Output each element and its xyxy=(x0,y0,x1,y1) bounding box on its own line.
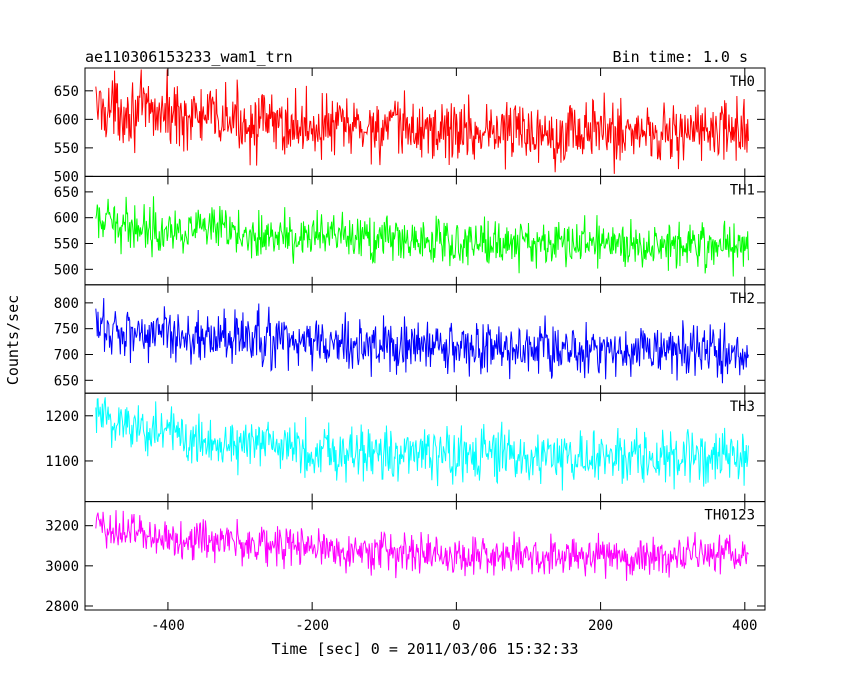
y-tick-label: 550 xyxy=(54,141,79,157)
y-tick-label: 500 xyxy=(54,262,79,278)
x-tick-label: -200 xyxy=(295,618,329,634)
y-tick-label: 800 xyxy=(54,296,79,312)
panel-th0123: 2800 3000 3200 TH0123 xyxy=(45,501,766,615)
series-line-th3 xyxy=(95,397,749,491)
panel-th3: 1100 1200 TH3 xyxy=(45,392,766,503)
series-line-th0 xyxy=(95,69,749,174)
y-tick-label: 3200 xyxy=(45,519,79,535)
panel-label: TH3 xyxy=(730,399,755,415)
panel-label: TH2 xyxy=(730,291,755,307)
y-tick-label: 550 xyxy=(54,237,79,253)
x-axis-label: Time [sec] 0 = 2011/03/06 15:32:33 xyxy=(271,640,578,658)
panel-th0: 500 550 600 650 TH0 xyxy=(54,67,766,185)
x-tick-label: 400 xyxy=(732,618,757,634)
series-line-th1 xyxy=(95,196,749,277)
y-tick-label: 2800 xyxy=(45,599,79,615)
panel-th2: 650 700 750 800 TH2 xyxy=(54,284,766,394)
y-tick-label: 500 xyxy=(54,169,79,185)
y-tick-label: 750 xyxy=(54,322,79,338)
y-tick-label: 600 xyxy=(54,112,79,128)
x-tick-label: 200 xyxy=(588,618,613,634)
y-tick-label: 650 xyxy=(54,84,79,100)
y-tick-label: 700 xyxy=(54,347,79,363)
panel-th1: 500 550 600 650 TH1 xyxy=(54,175,766,286)
y-tick-label: 3000 xyxy=(45,559,79,575)
y-tick-label: 600 xyxy=(54,211,79,227)
y-tick-label: 1200 xyxy=(45,409,79,425)
chart-title: ae110306153233_wam1_trn xyxy=(85,48,293,66)
y-axis-label: Counts/sec xyxy=(4,295,22,385)
panel-label: TH1 xyxy=(730,182,755,198)
y-tick-label: 650 xyxy=(54,185,79,201)
plot-area: 500 550 600 650 TH0 500 550 600 650 TH1 650 700 750 8… xyxy=(45,67,766,615)
series-line-th0123 xyxy=(95,510,749,581)
panel-label: TH0 xyxy=(730,74,755,90)
x-tick-label: 0 xyxy=(452,618,460,634)
x-tick-label: -400 xyxy=(151,618,185,634)
series-line-th2 xyxy=(95,298,749,384)
x-axis: -400 -200 0 200 400 xyxy=(151,618,757,634)
panel-frame xyxy=(84,501,766,611)
panel-label: TH0123 xyxy=(704,508,755,524)
bin-time-label: Bin time: 1.0 s xyxy=(613,48,748,66)
y-tick-label: 650 xyxy=(54,373,79,389)
panel-frame xyxy=(84,175,766,286)
y-tick-label: 1100 xyxy=(45,454,79,470)
